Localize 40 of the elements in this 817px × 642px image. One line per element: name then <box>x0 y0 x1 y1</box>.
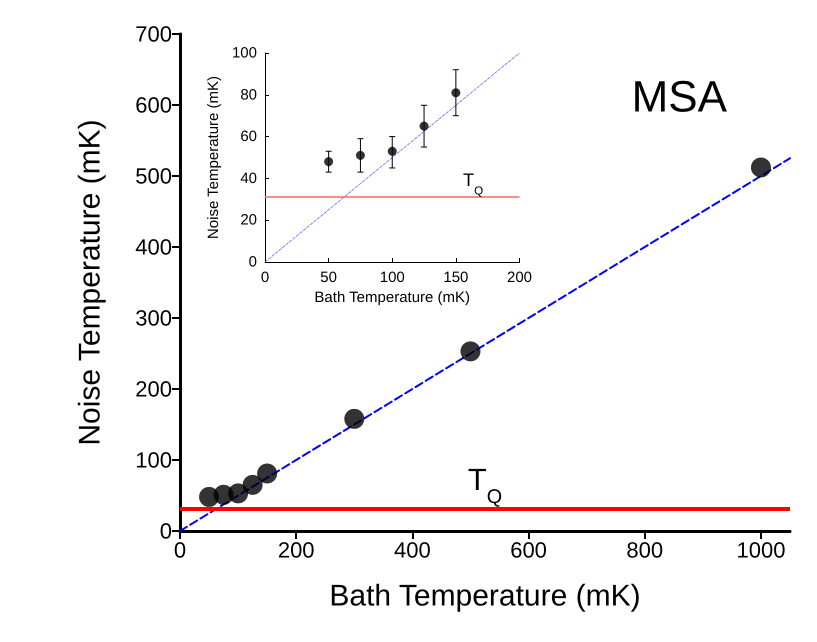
x-tick-label: 400 <box>394 538 431 562</box>
point <box>324 157 334 166</box>
y-tick-label: 20 <box>240 212 257 229</box>
y-tick-label: 40 <box>240 170 257 187</box>
point <box>228 483 248 504</box>
y-axis-title: Noise Temperature (mK) <box>205 76 222 240</box>
x-tick-label: 600 <box>510 538 547 562</box>
x-tick-label: 800 <box>626 538 664 562</box>
point <box>750 157 771 178</box>
y-tick-label: 600 <box>135 92 172 118</box>
point <box>460 341 480 362</box>
point <box>356 150 365 160</box>
point <box>344 408 364 429</box>
y-tick-label: 0 <box>248 254 257 270</box>
y-tick-label: 300 <box>135 306 172 330</box>
point <box>388 146 397 156</box>
y-tick-label: 200 <box>135 376 172 402</box>
x-tick-label: 200 <box>506 269 532 286</box>
y-tick-label: 80 <box>240 86 257 104</box>
x-tick-label: 1000 <box>736 538 786 562</box>
x-tick-label: 50 <box>320 269 337 286</box>
y-tick-label: 400 <box>135 234 172 260</box>
y-tick-label: 60 <box>240 128 257 146</box>
x-tick-label: 0 <box>260 269 270 286</box>
annotation: MSA <box>632 72 728 122</box>
x-tick-label: 150 <box>443 269 468 286</box>
y-tick-label: 700 <box>135 22 172 46</box>
x-axis-title: Bath Temperature (mK) <box>329 580 641 612</box>
point <box>451 88 460 98</box>
point <box>242 474 263 495</box>
point <box>420 122 429 131</box>
y-tick-label: 100 <box>232 44 257 62</box>
x-axis-title: Bath Temperature (mK) <box>314 288 470 306</box>
y-tick-label: 500 <box>135 164 172 188</box>
y-axis-title: Noise Temperature (mK) <box>74 119 106 446</box>
x-tick-label: 200 <box>278 538 315 562</box>
y-tick-label: 100 <box>135 448 172 472</box>
point <box>257 463 278 484</box>
x-tick-label: 100 <box>380 269 405 286</box>
y-tick-label: 0 <box>160 518 172 544</box>
